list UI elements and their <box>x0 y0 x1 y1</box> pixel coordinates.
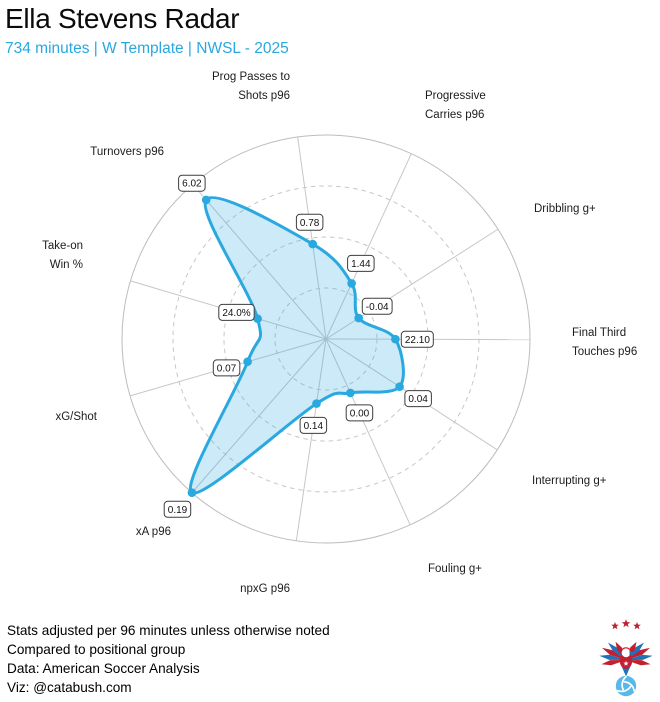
radar-axis-label: Dribbling g+ <box>534 203 596 215</box>
radar-value-label: 0.00 <box>350 408 370 419</box>
radar-value-label: 0.07 <box>217 363 237 374</box>
radar-point <box>354 313 364 323</box>
radar-value-badge-box <box>347 254 375 272</box>
radar-point <box>201 195 211 205</box>
radar-value-label: 0.14 <box>304 421 324 432</box>
radar-axis-label: xG/Shot <box>55 411 97 423</box>
radar-point <box>253 314 262 324</box>
radar-value-badge-box <box>178 174 206 192</box>
report-header: Ella Stevens Radar 734 minutes | W Templ… <box>5 3 289 58</box>
radar-value-badge: 0.78 <box>295 213 324 231</box>
radar-axis-line <box>297 136 327 340</box>
logo-star-icon <box>621 619 631 628</box>
radar-axis-label: Final Third Touches p96 <box>572 327 637 358</box>
radar-axis-label: xA p96 <box>136 526 171 538</box>
page-subtitle: 734 minutes | W Template | NWSL - 2025 <box>5 40 289 58</box>
footer-note-line: Stats adjusted per 96 minutes unless oth… <box>7 623 330 638</box>
radar-value-badge: 0.07 <box>212 359 241 377</box>
footer-note-line: Compared to positional group <box>7 642 186 657</box>
radar-axis-label: Prog Passes to Shots p96 <box>212 71 290 102</box>
radar-value-badge-box <box>404 390 432 408</box>
radar-value-label: 22.10 <box>405 335 430 346</box>
footer-note-line: Viz: @catabush.com <box>7 680 132 695</box>
radar-point <box>243 357 252 367</box>
radar-axis-line <box>295 338 327 541</box>
radar-value-badge: 1.44 <box>347 254 375 272</box>
logo-eagle-beak <box>629 650 635 656</box>
radar-axis-line <box>325 228 499 340</box>
radar-polygon <box>188 196 405 495</box>
logo-star-icon <box>633 622 641 630</box>
radar-axis-label: Take-on Win % <box>42 240 83 271</box>
radar-value-badge: 0.19 <box>163 500 192 518</box>
radar-value-label: 6.02 <box>182 179 202 190</box>
footer-note-line: Data: American Soccer Analysis <box>7 661 200 676</box>
radar-value-label: 0.19 <box>168 505 188 516</box>
radar-value-badge: 0.14 <box>299 416 328 434</box>
logo-wing-feather <box>601 647 626 660</box>
radar-value-badge-box <box>218 303 255 321</box>
radar-value-badge: 6.02 <box>178 174 206 192</box>
radar-value-label: 24.0% <box>222 308 250 319</box>
radar-value-badge-box <box>400 330 434 348</box>
radar-value-badge-box <box>299 416 328 434</box>
radar-point <box>391 334 400 344</box>
radar-axis-line <box>191 338 327 494</box>
radar-value-label: 0.78 <box>300 218 320 229</box>
radar-point <box>187 488 197 498</box>
radar-axis-label: Interrupting g+ <box>532 475 607 487</box>
page-title: Ella Stevens Radar <box>5 3 240 34</box>
radar-grid-ring <box>121 134 531 544</box>
radar-axis-line <box>192 184 327 340</box>
radar-axis-label: Progressive Carries p96 <box>425 90 486 121</box>
radar-value-badge-box <box>361 297 393 315</box>
logo-star-icon <box>611 622 619 630</box>
logo-ball-seam <box>621 675 627 691</box>
footer-notes: Stats adjusted per 96 minutes unless oth… <box>7 621 330 697</box>
radar-axis-label: Fouling g+ <box>428 563 482 575</box>
radar-axis-label: Turnovers p96 <box>90 146 164 158</box>
radar-axis-line <box>325 153 412 340</box>
logo-tail-feather <box>621 666 631 677</box>
radar-value-badge: 0.04 <box>404 390 432 408</box>
logo-ball-seam <box>617 685 632 693</box>
radar-value-badge: 0.00 <box>345 404 374 422</box>
logo-ball-seam <box>623 680 635 692</box>
radar-value-badge: -0.04 <box>361 297 393 315</box>
radar-value-label: 1.44 <box>351 259 371 270</box>
radar-value-badge-box <box>295 213 324 231</box>
radar-value-badge-box <box>345 404 374 422</box>
radar-axis-label: npxG p96 <box>240 583 290 595</box>
radar-value-badge: 22.10 <box>400 330 434 348</box>
radar-axis-line <box>325 338 411 526</box>
radar-point <box>308 239 318 249</box>
radar-point <box>395 382 404 392</box>
radar-point <box>347 279 356 288</box>
radar-value-badge-box <box>212 359 241 377</box>
radar-value-label: 0.04 <box>408 394 428 405</box>
radar-value-badge-box <box>163 500 192 518</box>
radar-point <box>312 399 321 408</box>
logo-wing-feather <box>626 647 651 660</box>
radar-value-badge: 24.0% <box>218 303 255 321</box>
logo-wing-feather <box>599 654 626 660</box>
logo-chest-star-icon <box>623 660 629 666</box>
logo-wing-feather <box>626 654 653 660</box>
asa-eagle-logo-icon <box>599 619 653 697</box>
radar-point <box>346 388 355 398</box>
radar-value-label: -0.04 <box>366 302 389 313</box>
